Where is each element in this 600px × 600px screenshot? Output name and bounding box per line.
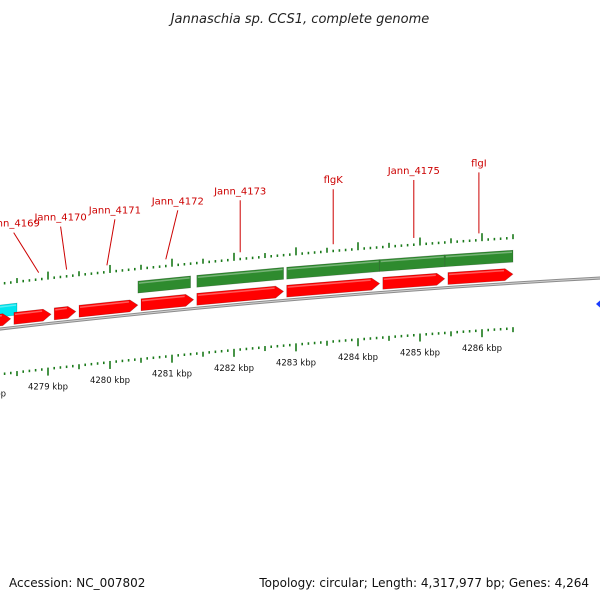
gene-highlight	[55, 307, 67, 311]
forward-gene-feature[interactable]	[196, 285, 285, 306]
gene-highlight	[287, 260, 379, 270]
gene-leader-line	[60, 226, 68, 270]
accession-text: Accession: NC_007802	[9, 576, 145, 590]
gene-leader-line	[13, 232, 40, 273]
gene-highlight	[380, 255, 444, 263]
gene-highlight	[138, 277, 190, 284]
gene-label[interactable]: Jann_4171	[88, 205, 141, 216]
scale-label: 4282 kbp	[214, 364, 254, 374]
forward-gene-feature[interactable]	[382, 273, 446, 290]
scale-label: 4280 kbp	[90, 376, 130, 386]
forward-gene-feature[interactable]	[13, 308, 52, 325]
reverse-strand-track	[137, 249, 514, 294]
gene-label[interactable]: Jann_4170	[33, 213, 86, 224]
forward-strand-track	[0, 268, 514, 327]
gene-highlight	[79, 301, 129, 308]
gene-highlight	[0, 304, 17, 308]
forward-gene-feature[interactable]	[286, 277, 381, 298]
gene-highlight	[383, 274, 436, 281]
forward-gene-feature[interactable]	[78, 299, 139, 318]
scale-label-group: 4278 kbp 4279 kbp 4280 kbp 4281 kbp 4282 kbp…	[0, 344, 502, 399]
lower-tick-ring	[3, 327, 514, 377]
forward-gene-feature[interactable]	[53, 306, 77, 321]
scale-label: 4286 kbp	[462, 344, 502, 354]
gene-label[interactable]: flgI	[471, 158, 487, 169]
gene-highlight	[287, 279, 371, 288]
scale-label: 4278 kbp	[0, 390, 6, 400]
genome-summary-text: Topology: circular; Length: 4,317,977 bp…	[258, 576, 589, 590]
reverse-gene-feature[interactable]	[137, 275, 191, 294]
scale-label: 4279 kbp	[28, 383, 68, 393]
reverse-gene-feature[interactable]	[444, 249, 514, 268]
gene-highlight	[445, 251, 513, 258]
gene-highlight	[197, 268, 283, 279]
origin-marker-icon	[596, 300, 600, 308]
upper-tick-ring	[3, 233, 514, 285]
gene-leader-line	[165, 210, 179, 260]
scale-label: 4283 kbp	[276, 358, 316, 368]
forward-gene-feature[interactable]	[0, 313, 12, 327]
map-title: Jannaschia sp. CCS1, complete genome	[168, 12, 430, 27]
gene-label[interactable]: Jann_4172	[151, 196, 204, 207]
gene-highlight	[448, 269, 505, 276]
scale-label: 4285 kbp	[400, 349, 440, 359]
gene-highlight	[14, 310, 43, 316]
gene-label[interactable]: Jann_4169	[0, 219, 40, 230]
gene-label[interactable]: Jann_4175	[387, 166, 440, 177]
gene-label[interactable]: Jann_4173	[213, 186, 266, 197]
gene-highlight	[197, 287, 275, 297]
genome-backbone-highlight	[0, 277, 600, 330]
forward-gene-feature[interactable]	[447, 268, 514, 285]
gene-highlight	[141, 295, 185, 302]
forward-gene-feature[interactable]	[140, 294, 195, 312]
scale-label: 4284 kbp	[338, 353, 378, 363]
scale-label: 4281 kbp	[152, 370, 192, 380]
gene-label[interactable]: flgK	[324, 175, 344, 186]
reverse-gene-feature[interactable]	[196, 267, 284, 288]
gene-leader-line	[106, 219, 116, 266]
